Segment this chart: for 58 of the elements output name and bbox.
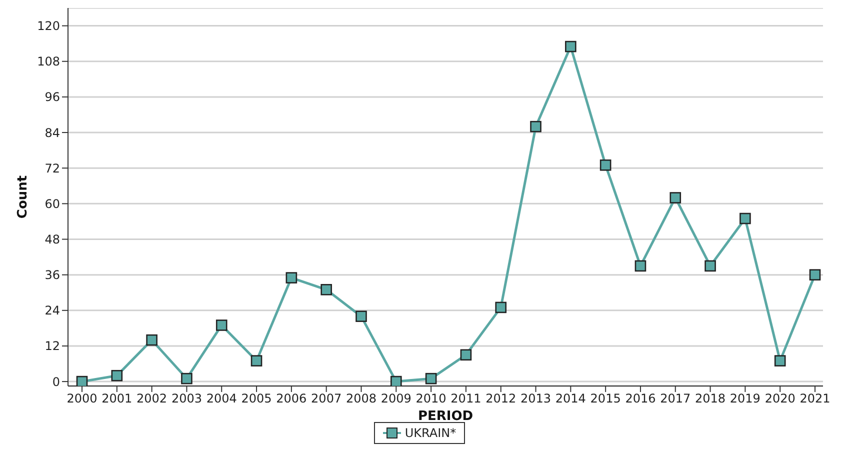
y-tick-label: 36 (44, 268, 60, 282)
x-tick-label: 2008 (346, 392, 377, 406)
x-tick-label: 2007 (311, 392, 342, 406)
point (670, 192, 682, 204)
y-tick-label: 48 (44, 232, 60, 247)
y-tick-label: 108 (37, 54, 60, 69)
x-tick-label: 2017 (660, 392, 691, 406)
point (146, 334, 158, 346)
y-tick-label: 120 (37, 19, 60, 34)
point (565, 40, 576, 52)
x-tick-label: 2018 (695, 392, 726, 406)
x-tick-label: 2020 (764, 392, 796, 406)
x-tick-label: 2009 (380, 392, 412, 406)
y-axis-title: Count (16, 175, 31, 219)
x-tick-label: 2014 (555, 392, 586, 406)
y-tick-label: 12 (44, 339, 60, 354)
point (181, 372, 192, 384)
x-tick-label: 2012 (486, 392, 516, 406)
y-tick-label: 24 (44, 304, 60, 318)
y-tick-label: 96 (44, 90, 60, 104)
point (390, 376, 402, 386)
point (495, 302, 507, 314)
y-tick-label: 84 (44, 126, 60, 140)
x-tick-label: 2001 (102, 392, 132, 406)
x-tick-label: 2004 (206, 392, 237, 406)
x-tick-label: 2010 (416, 392, 446, 406)
point (286, 272, 298, 284)
x-tick-label: 2015 (590, 392, 621, 406)
point (740, 212, 751, 224)
y-tick-label: 0 (52, 374, 60, 389)
point (320, 284, 332, 296)
point (809, 269, 821, 280)
point (250, 355, 262, 366)
point (704, 260, 716, 272)
point (76, 376, 88, 386)
point (425, 372, 437, 384)
point (634, 260, 646, 272)
x-tick-label: 2000 (66, 392, 98, 406)
x-tick-label: 2011 (450, 392, 482, 406)
y-tick-label: 72 (44, 161, 60, 176)
legend-label: UKRAIN* (404, 426, 456, 440)
point (460, 349, 472, 361)
point (356, 310, 367, 322)
x-tick-label: 2019 (730, 392, 760, 406)
y-tick-label: 60 (44, 196, 60, 211)
point (530, 120, 542, 132)
x-axis-title: PERIOD (418, 409, 474, 424)
point (774, 355, 786, 366)
x-tick-label: 2002 (136, 392, 168, 406)
point (111, 370, 123, 382)
point (216, 320, 228, 331)
x-tick-label: 2005 (241, 392, 272, 406)
x-tick-label: 2016 (625, 392, 656, 406)
x-tick-label: 2003 (171, 392, 202, 406)
x-tick-label: 2021 (800, 392, 830, 406)
point (600, 159, 612, 171)
x-tick-label: 2006 (276, 392, 307, 406)
x-tick-label: 2013 (520, 392, 552, 406)
